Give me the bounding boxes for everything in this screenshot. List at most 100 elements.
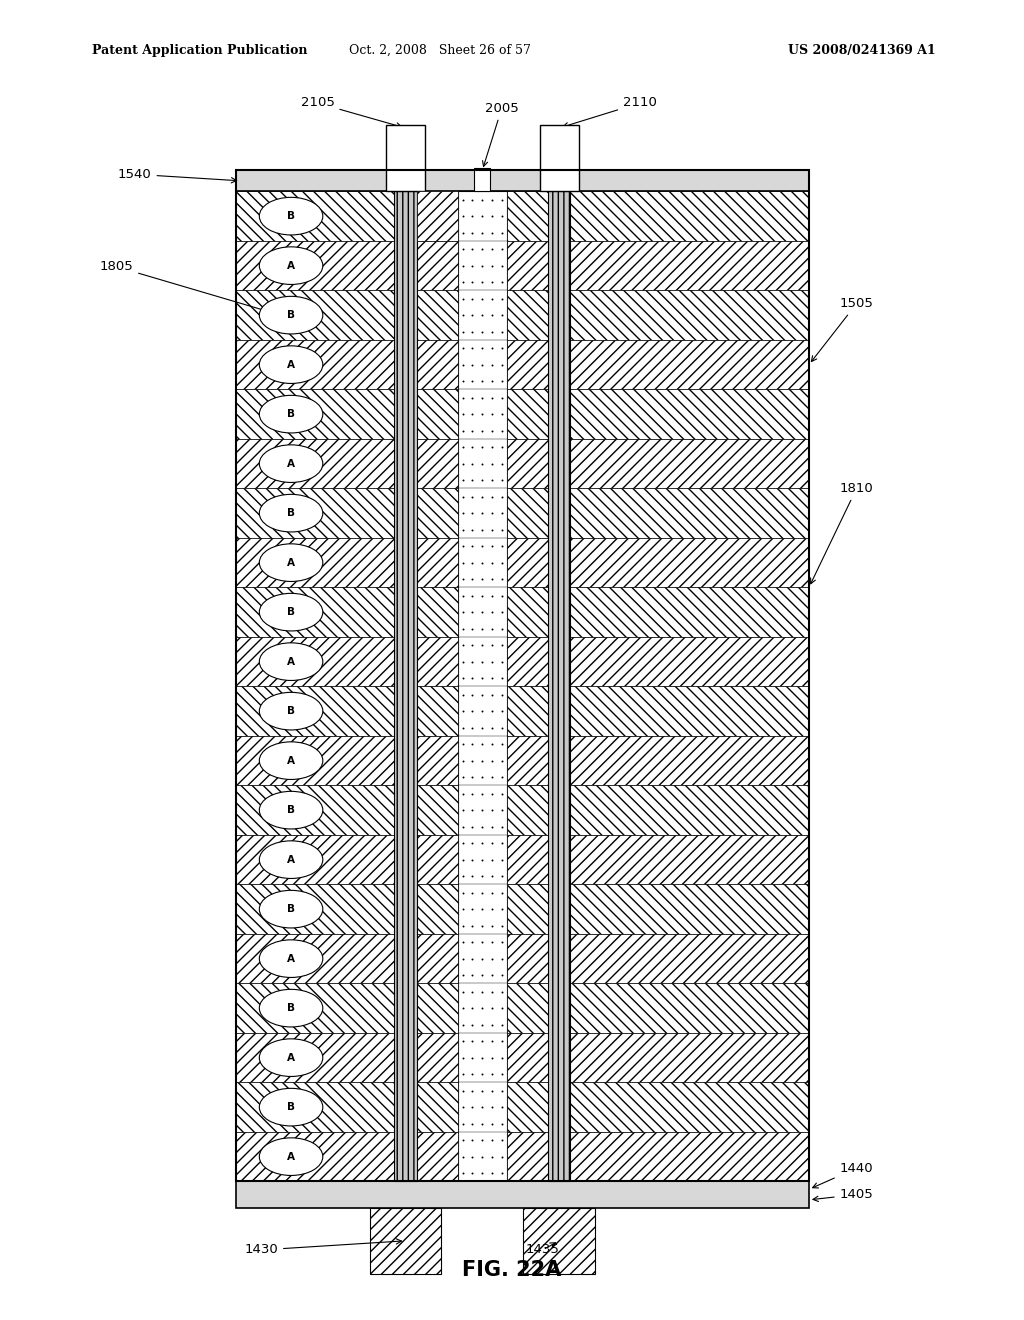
Bar <box>570 636 809 686</box>
Point <box>455 206 471 227</box>
Point <box>464 338 480 359</box>
Point <box>464 1031 480 1052</box>
Point <box>455 585 471 606</box>
Ellipse shape <box>259 445 323 482</box>
Point <box>494 321 510 342</box>
Point <box>494 206 510 227</box>
Point <box>455 767 471 788</box>
Point <box>484 915 501 936</box>
Point <box>484 1014 501 1035</box>
Ellipse shape <box>259 792 323 829</box>
Point <box>474 338 490 359</box>
Point <box>494 998 510 1019</box>
Point <box>484 816 501 837</box>
Point <box>474 602 490 623</box>
Point <box>464 486 480 507</box>
Bar <box>507 438 548 488</box>
Bar <box>236 341 394 389</box>
Text: B: B <box>287 211 295 222</box>
Bar <box>236 884 394 935</box>
Point <box>494 800 510 821</box>
Ellipse shape <box>259 692 323 730</box>
Bar <box>236 191 394 242</box>
Point <box>455 288 471 309</box>
Point <box>474 1097 490 1118</box>
Ellipse shape <box>259 1088 323 1126</box>
Point <box>474 882 490 903</box>
Point <box>474 272 490 293</box>
Text: FIG. 22A: FIG. 22A <box>463 1259 561 1280</box>
Point <box>474 965 490 986</box>
Point <box>464 305 480 326</box>
Point <box>494 404 510 425</box>
Point <box>455 734 471 755</box>
Point <box>484 1163 501 1184</box>
Point <box>464 453 480 474</box>
Point <box>494 948 510 969</box>
Bar <box>417 1133 458 1181</box>
Point <box>494 618 510 639</box>
Point <box>484 371 501 392</box>
Point <box>484 536 501 557</box>
Point <box>484 635 501 656</box>
Point <box>464 569 480 590</box>
Ellipse shape <box>259 1039 323 1077</box>
Point <box>494 222 510 243</box>
Point <box>494 1080 510 1101</box>
Ellipse shape <box>259 346 323 383</box>
Bar <box>417 191 458 242</box>
Point <box>494 354 510 375</box>
Bar <box>548 191 570 1181</box>
Point <box>494 932 510 953</box>
Text: A: A <box>287 854 295 865</box>
Bar <box>236 686 394 737</box>
Bar <box>507 191 548 242</box>
Point <box>474 255 490 276</box>
Point <box>455 932 471 953</box>
Point <box>455 1113 471 1134</box>
Bar <box>236 587 394 636</box>
Point <box>474 1031 490 1052</box>
Text: A: A <box>287 458 295 469</box>
Point <box>494 717 510 738</box>
Point <box>464 965 480 986</box>
Bar <box>540 125 579 191</box>
Bar <box>417 389 458 438</box>
Bar <box>236 737 394 785</box>
Point <box>484 734 501 755</box>
Text: B: B <box>287 1003 295 1014</box>
Ellipse shape <box>259 247 323 284</box>
Point <box>484 206 501 227</box>
Point <box>474 585 490 606</box>
Point <box>494 371 510 392</box>
Point <box>494 915 510 936</box>
Ellipse shape <box>259 396 323 433</box>
Point <box>464 1113 480 1134</box>
Point <box>455 668 471 689</box>
Point <box>455 519 471 540</box>
Bar <box>570 341 809 389</box>
Point <box>474 305 490 326</box>
Point <box>464 833 480 854</box>
Point <box>474 618 490 639</box>
Point <box>455 255 471 276</box>
Point <box>494 1163 510 1184</box>
Bar <box>236 636 394 686</box>
Bar <box>570 438 809 488</box>
Bar <box>417 686 458 737</box>
Bar <box>394 191 417 1181</box>
Point <box>494 965 510 986</box>
Point <box>474 536 490 557</box>
Text: Patent Application Publication: Patent Application Publication <box>92 44 307 57</box>
Bar <box>507 836 548 884</box>
Bar <box>507 935 548 983</box>
Bar <box>417 983 458 1032</box>
Point <box>455 1146 471 1167</box>
Point <box>474 767 490 788</box>
Point <box>474 437 490 458</box>
Point <box>455 866 471 887</box>
Point <box>484 321 501 342</box>
Point <box>494 882 510 903</box>
Point <box>474 948 490 969</box>
Bar <box>570 935 809 983</box>
